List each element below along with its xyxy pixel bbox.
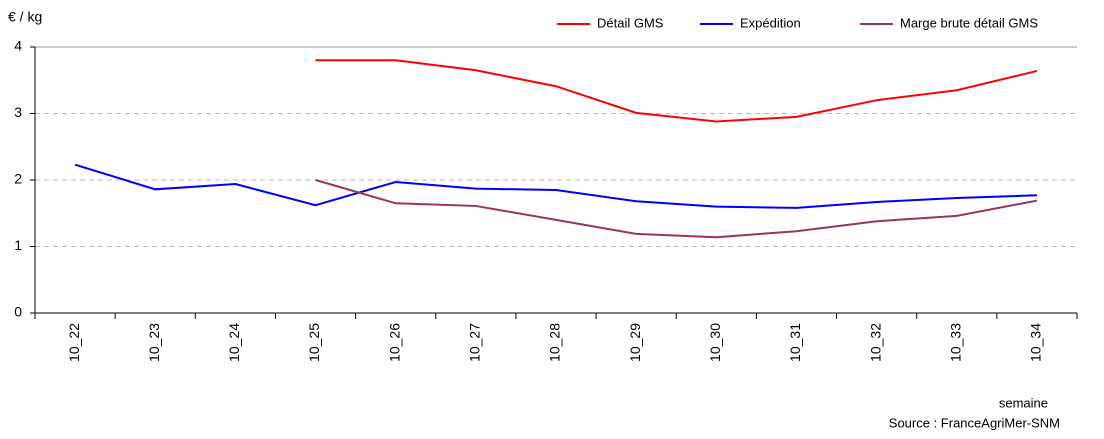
legend-label: Expédition xyxy=(740,15,801,30)
x-tick-label: 10_27 xyxy=(467,323,483,362)
y-tick-label: 2 xyxy=(14,171,22,187)
x-tick-label: 10_31 xyxy=(787,323,803,362)
legend-label: Détail GMS xyxy=(597,15,664,30)
x-tick-label: 10_25 xyxy=(306,323,322,362)
x-tick-label: 10_33 xyxy=(947,323,963,362)
x-tick-label: 10_22 xyxy=(66,323,82,362)
x-tick-label: 10_29 xyxy=(627,323,643,362)
x-tick-label: 10_23 xyxy=(146,323,162,362)
source: Source : FranceAgriMer-SNM xyxy=(889,415,1060,430)
y-axis-label: € / kg xyxy=(8,9,42,25)
legend-label: Marge brute détail GMS xyxy=(900,15,1038,30)
x-tick-label: 10_28 xyxy=(547,323,563,362)
y-tick-label: 1 xyxy=(14,237,22,253)
x-axis-label: semaine xyxy=(999,395,1048,410)
x-tick-label: 10_30 xyxy=(707,323,723,362)
y-tick-label: 4 xyxy=(14,38,22,54)
x-tick-label: 10_24 xyxy=(226,323,242,362)
series-line xyxy=(315,59,1038,123)
y-tick-label: 3 xyxy=(14,104,22,120)
series-line xyxy=(315,179,1038,239)
x-tick-label: 10_26 xyxy=(386,323,402,362)
series-line xyxy=(74,163,1037,209)
y-tick-label: 0 xyxy=(14,304,22,320)
x-tick-label: 10_34 xyxy=(1028,323,1044,362)
x-tick-label: 10_32 xyxy=(867,323,883,362)
